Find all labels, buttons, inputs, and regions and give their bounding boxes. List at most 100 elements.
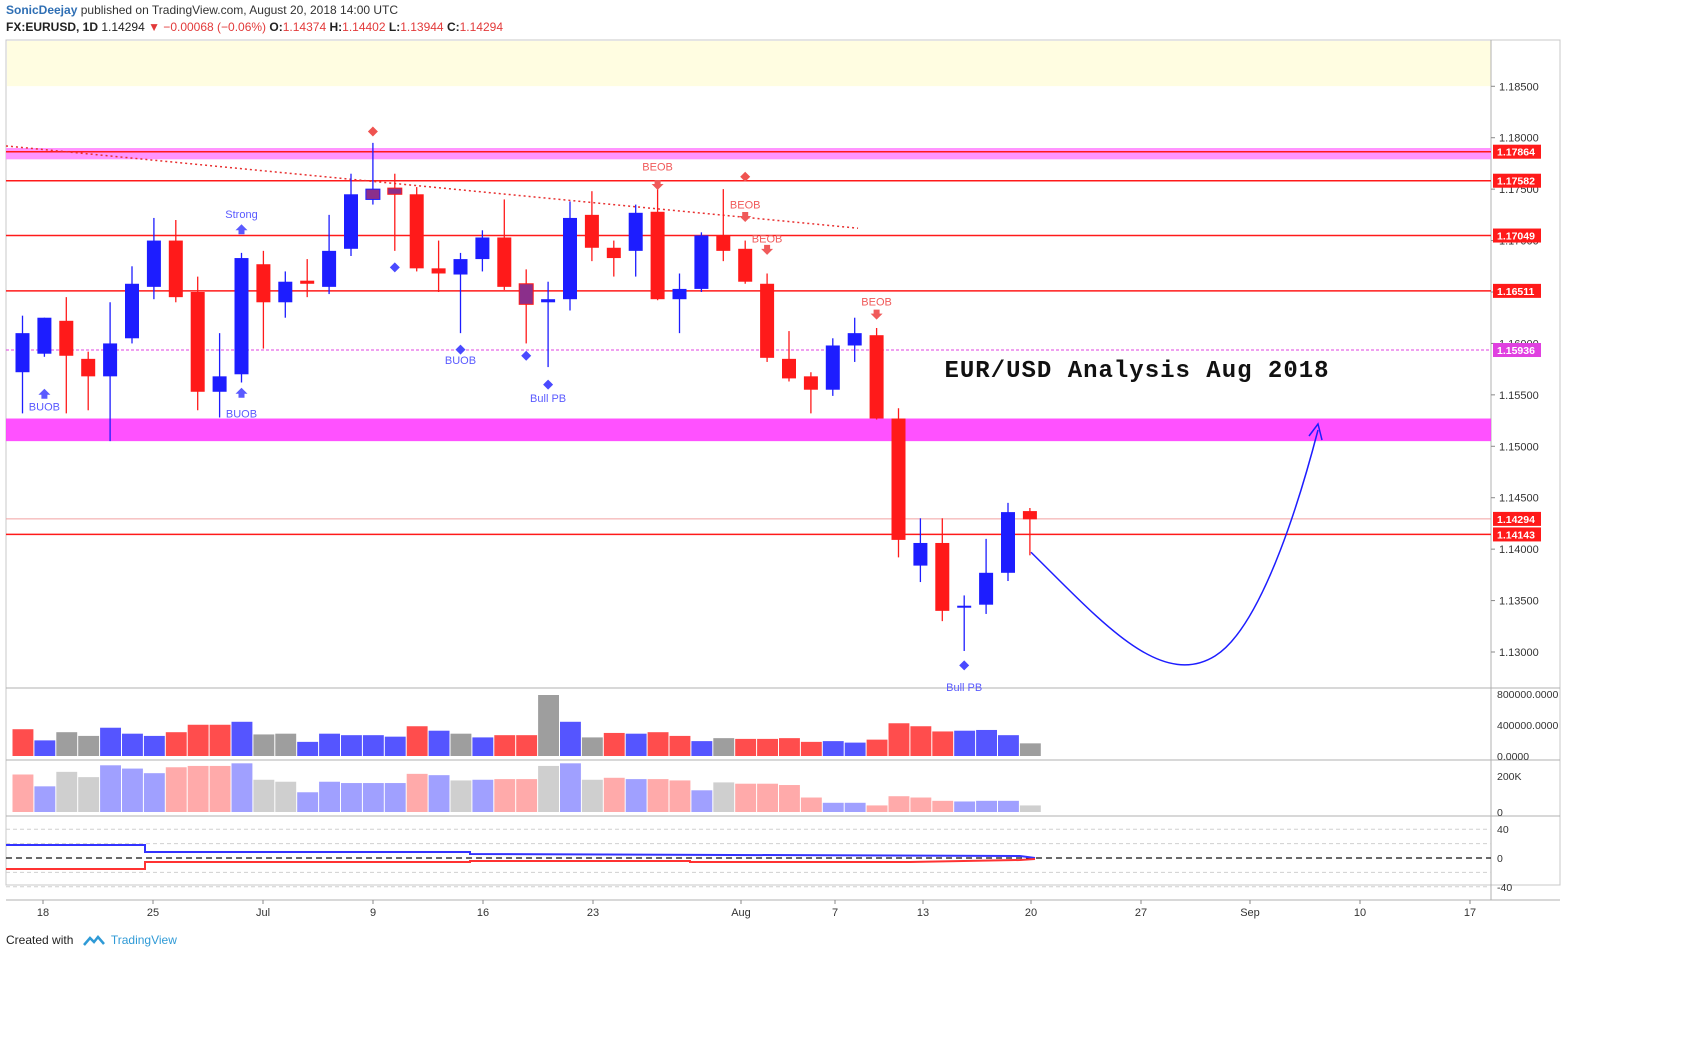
volume2-bar (143, 773, 165, 812)
publish-date: published on TradingView.com, August 20,… (80, 3, 399, 17)
candle-body (628, 212, 643, 251)
candle-body (344, 194, 358, 249)
candle-body (979, 572, 994, 605)
chart-frame (5, 39, 1561, 886)
volume-bar (516, 735, 538, 756)
candle-body (212, 376, 227, 392)
level-price-badge (1493, 144, 1541, 159)
candle-body (234, 258, 249, 375)
resistance-zone (6, 148, 1491, 160)
volume2-bar (976, 800, 997, 812)
volume2-bar (647, 779, 669, 812)
volume-bar (165, 732, 187, 756)
volume2-bar (406, 773, 428, 812)
volume-bar (56, 732, 78, 756)
volume2-bar (669, 780, 691, 812)
volume2-bar (384, 783, 406, 812)
candle-body (825, 345, 840, 390)
price-axis-label: 1.15000 (1499, 441, 1539, 453)
volume-bar (998, 735, 1019, 756)
volume2-bar (297, 792, 319, 812)
price-axis-label: 1.14000 (1499, 544, 1539, 556)
volume-bar (78, 735, 100, 756)
volume2-bar (998, 800, 1019, 812)
candle-body (103, 343, 118, 377)
volume-bar (779, 738, 800, 756)
candle-body (869, 335, 884, 419)
candle-body (475, 237, 490, 260)
volume2-bar (713, 782, 735, 812)
oscillator-blue-line (6, 844, 1036, 859)
signal-annotation: Bull PB (946, 682, 982, 694)
price-axis-label: 1.18500 (1499, 81, 1539, 93)
volume2-bar (1019, 805, 1041, 812)
volume2-bar (625, 779, 647, 812)
volume-bar (647, 732, 669, 756)
time-axis-label: 20 (1025, 907, 1037, 919)
bearish-arrow-icon (651, 180, 664, 191)
signal-annotation: BEOB (642, 162, 673, 174)
bearish-signal-diamond (740, 171, 751, 182)
volume2-bar (165, 767, 187, 812)
candle-body (168, 240, 183, 298)
volume2-bar (581, 779, 603, 812)
volume2-bar (209, 765, 231, 812)
candle-body (365, 188, 381, 200)
volume2-bar (428, 775, 450, 812)
oscillator-red-line (6, 858, 1036, 870)
volume2-bar (341, 783, 362, 812)
time-axis-label: 7 (832, 907, 838, 919)
open-label: O: (269, 20, 283, 34)
volume2-bar (78, 777, 100, 812)
level-price-badge (1493, 527, 1541, 542)
time-axis-label: Sep (1240, 907, 1260, 919)
chart-canvas[interactable]: 1.185001.180001.175001.170001.165001.160… (0, 0, 1568, 957)
volume2-bar (800, 797, 822, 812)
candle-body (1001, 512, 1015, 573)
candle-body (935, 542, 950, 611)
highlight-band (7, 41, 1491, 87)
bullish-signal-diamond (543, 379, 554, 390)
candle-body (650, 211, 665, 300)
candle-body (146, 240, 161, 287)
candle-body (190, 292, 205, 392)
bullish-arrow-icon (38, 388, 51, 399)
level-price-badge (1493, 173, 1541, 188)
time-axis-label: 9 (370, 907, 376, 919)
level-price-badge-text: 1.17582 (1497, 176, 1535, 188)
author-link[interactable]: SonicDeejay (6, 3, 78, 17)
candle-body (782, 358, 796, 379)
volume2-bar (779, 785, 800, 812)
volume-bar (932, 731, 954, 756)
candle-body (256, 264, 271, 303)
volume-bar (822, 741, 844, 756)
created-with-label: Created with (6, 933, 74, 947)
volume-bar (538, 695, 559, 756)
volume2-bar (450, 780, 472, 812)
volume-bar (603, 732, 625, 756)
bullish-signal-diamond (389, 262, 400, 273)
signal-annotation: Bull PB (530, 393, 566, 405)
bullish-signal-diamond (959, 660, 970, 671)
volume-bar (384, 736, 406, 756)
level-price-badge (1493, 511, 1541, 526)
volume2-bar (910, 797, 932, 812)
candle-body (81, 358, 96, 377)
candle-body (563, 217, 577, 300)
candle-body (431, 268, 446, 274)
price-axis-label: 1.18000 (1499, 133, 1539, 145)
volume-bar (122, 733, 143, 756)
price-axis-label: 1.13000 (1499, 647, 1539, 659)
time-axis-label: 25 (147, 907, 159, 919)
candle-body (760, 283, 775, 358)
high-value: 1.14402 (342, 20, 386, 34)
bearish-arrow-icon (739, 211, 752, 222)
symbol-label[interactable]: FX:EURUSD, 1D (6, 20, 99, 34)
signal-annotation: BUOB (226, 408, 257, 420)
volume-bar (691, 741, 713, 756)
time-axis-label: Aug (731, 907, 751, 919)
volume2-bar (560, 763, 581, 812)
tradingview-brand-link[interactable]: TradingView (110, 933, 177, 947)
candle-body (913, 542, 928, 566)
level-price-badge (1493, 283, 1541, 298)
